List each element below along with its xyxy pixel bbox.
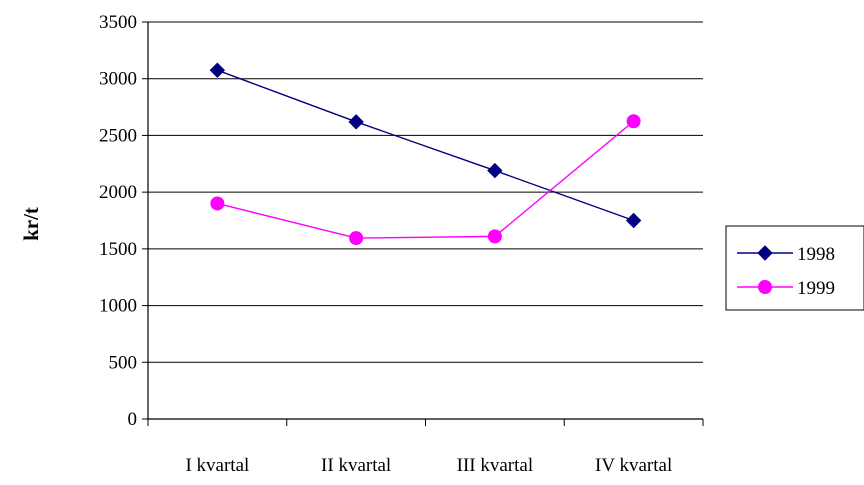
data-point [348,114,364,130]
x-tick-label: II kvartal [321,455,391,476]
x-tick-label: IV kvartal [595,455,672,476]
data-point [625,212,642,229]
data-point [210,196,225,211]
legend-box [725,225,864,311]
data-point [487,229,502,244]
legend-swatch-marker [757,245,773,261]
y-tick-label: 2500 [99,125,137,146]
x-ticks: I kvartal II kvartal III kvartal IV kvartal [147,419,704,476]
data-point [487,162,503,179]
y-tick-label: 3000 [99,69,137,90]
y-tick-label: 3500 [99,12,137,33]
legend-entry: 1999 [737,278,835,299]
series-line [217,120,635,239]
series-1999 [210,114,641,246]
y-tick-label: 2000 [99,182,137,203]
data-point [209,62,226,78]
y-tick-label: 500 [109,352,138,373]
y-ticks: 0 500 1000 1500 2000 2500 3000 3500 [99,12,148,430]
legend: 1998 1999 [725,225,864,311]
series-1998 [209,62,642,229]
gridlines [148,21,703,363]
legend-label: 1998 [797,244,835,265]
series-line [217,69,634,222]
y-tick-label: 0 [128,409,138,430]
data-point [626,114,641,129]
series-layer [209,62,642,246]
legend-swatch-marker [758,280,772,294]
x-tick-label: III kvartal [457,455,533,476]
y-axis-title: kr/t [19,207,43,241]
x-tick-label: I kvartal [185,455,249,476]
y-tick-label: 1500 [99,239,137,260]
data-point [349,231,364,246]
legend-label: 1999 [797,278,835,299]
legend-entry: 1998 [737,244,835,265]
y-tick-label: 1000 [99,296,137,317]
